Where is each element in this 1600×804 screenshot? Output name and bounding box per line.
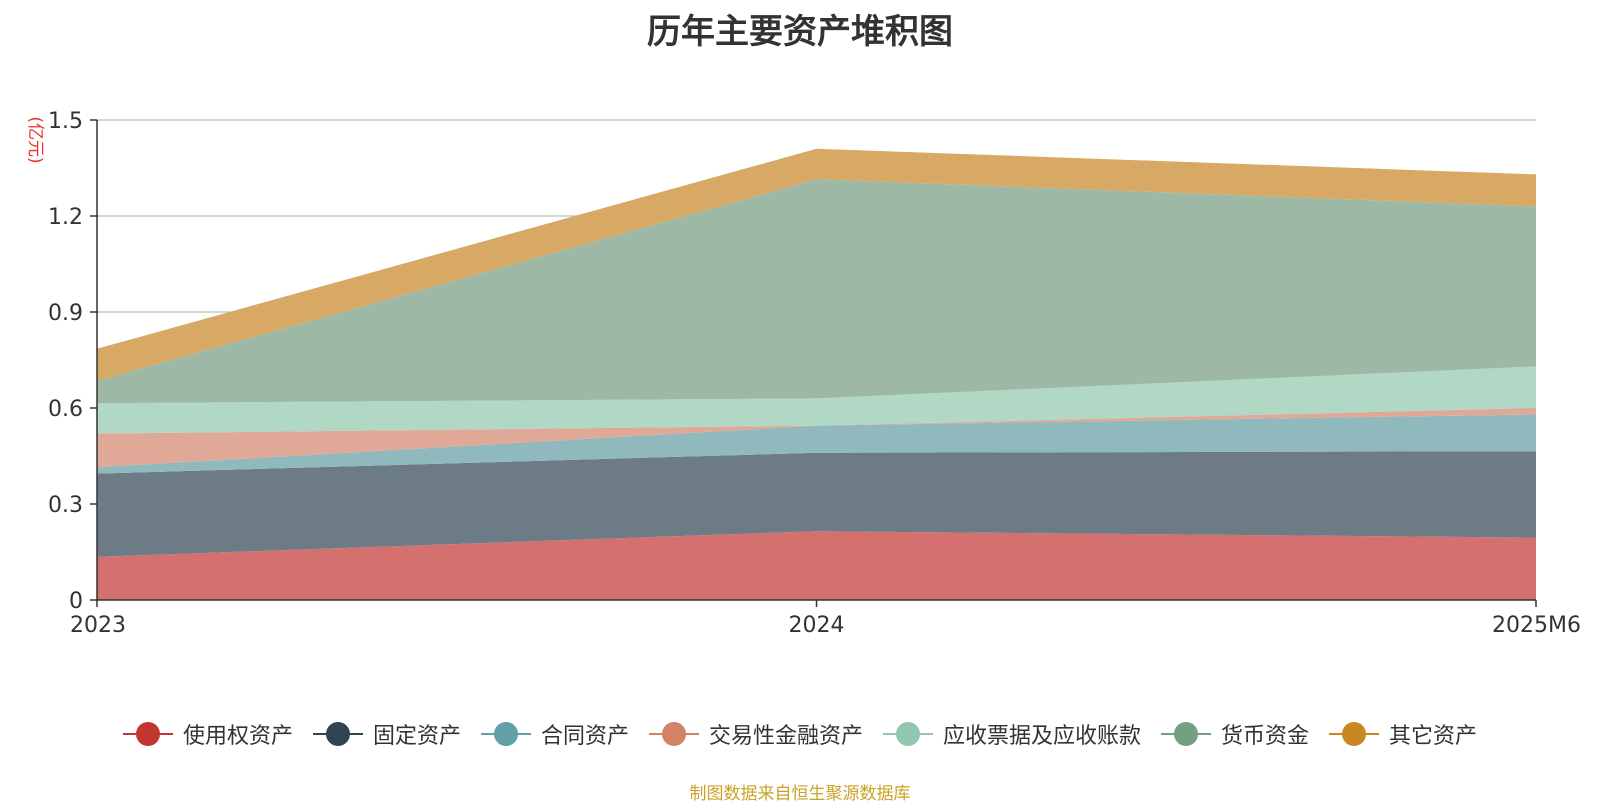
chart-title: 历年主要资产堆积图 (647, 12, 953, 52)
source-note: 制图数据来自恒生聚源数据库 (689, 784, 911, 804)
area-series (97, 451, 1536, 557)
legend-marker-icon (480, 721, 531, 747)
legend-marker-icon (312, 721, 363, 747)
y-tick-label: 1.5 (48, 109, 83, 134)
legend-item[interactable]: 固定资产 (312, 718, 461, 750)
y-tick-label: 0.6 (48, 397, 83, 422)
x-tick-label: 2023 (70, 613, 126, 638)
area-layer (97, 148, 1536, 600)
x-tick-label: 2024 (789, 613, 845, 638)
legend-label: 交易性金融资产 (708, 724, 863, 749)
area-series (97, 414, 1536, 474)
legend-label: 使用权资产 (182, 724, 293, 749)
y-tick-label: 0.9 (48, 301, 83, 326)
axis-layer: 0 0.3 0.6 0.9 1.2 1.5 2023 2024 2025M6 (48, 109, 1581, 638)
area-series (97, 366, 1536, 434)
area-series (97, 179, 1536, 404)
legend-label: 其它资产 (1389, 724, 1478, 749)
legend-label: 货币资金 (1221, 724, 1310, 749)
legend: 使用权资产 固定资产 合同资产 交易性金融资产 应收票据及应收账款 货币资金 其它资产 (0, 718, 1600, 750)
legend-item[interactable]: 应收票据及应收账款 (883, 718, 1141, 750)
area-series (97, 531, 1536, 600)
legend-label: 合同资产 (540, 724, 629, 749)
area-series (97, 148, 1536, 381)
y-tick-label: 0 (69, 589, 83, 614)
legend-marker-icon (883, 721, 933, 747)
area-series (97, 408, 1536, 468)
legend-label: 固定资产 (372, 724, 461, 749)
y-tick-label: 1.2 (48, 205, 83, 230)
legend-item[interactable]: 交易性金融资产 (648, 718, 863, 750)
legend-marker-icon (122, 721, 173, 747)
legend-item[interactable]: 货币资金 (1161, 718, 1309, 750)
legend-item[interactable]: 其它资产 (1329, 718, 1477, 750)
y-tick-label: 0.3 (48, 493, 83, 518)
legend-marker-icon (648, 721, 699, 747)
legend-marker-icon (1329, 721, 1380, 747)
legend-label: 应收票据及应收账款 (943, 724, 1142, 749)
chart-canvas: 0 0.3 0.6 0.9 1.2 1.5 2023 2024 2025M6 (亿元) (25, 109, 1581, 638)
legend-marker-icon (1161, 721, 1212, 747)
x-tick-label: 2025M6 (1492, 613, 1581, 638)
legend-item[interactable]: 使用权资产 (122, 718, 293, 750)
legend-item[interactable]: 合同资产 (480, 718, 629, 750)
y-unit-label: (亿元) (25, 116, 45, 163)
